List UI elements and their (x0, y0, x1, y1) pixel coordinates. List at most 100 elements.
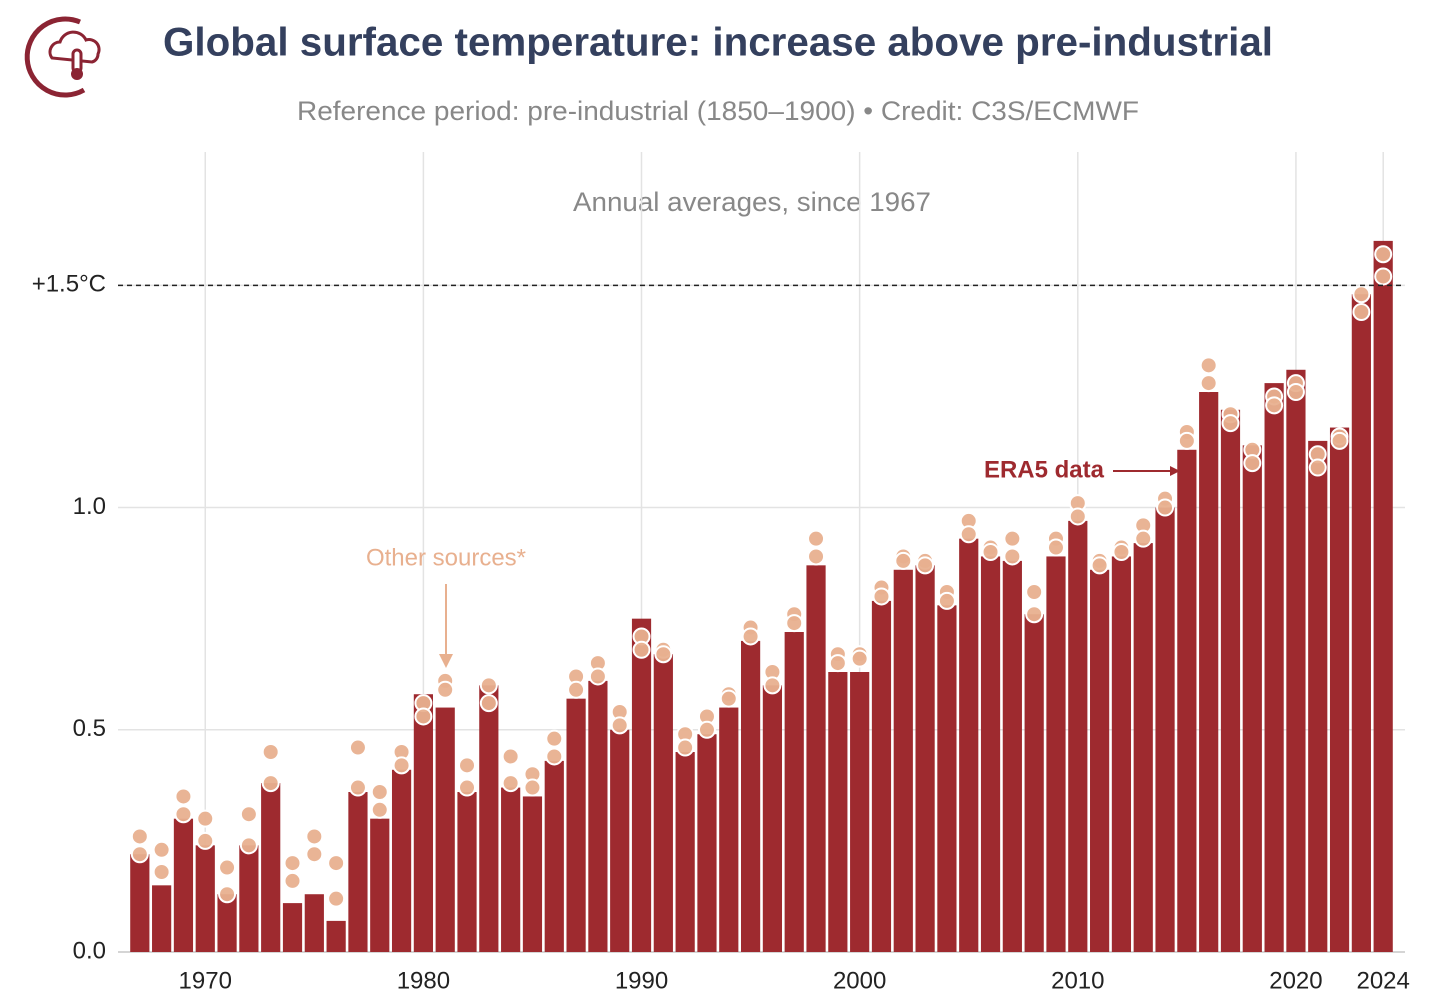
bar (1373, 240, 1393, 952)
x-tick-label: 2024 (1356, 967, 1409, 994)
bar (740, 640, 761, 952)
other-source-dot (828, 654, 847, 673)
bar (850, 672, 870, 952)
other-source-dot (807, 547, 826, 566)
bar (217, 894, 237, 952)
other-source-dot (632, 640, 651, 659)
other-source-dot (959, 525, 978, 544)
other-source-dot (697, 720, 716, 739)
bar (413, 694, 433, 952)
other-source-dot (196, 809, 215, 828)
bar (784, 632, 804, 952)
other-source-dot (218, 858, 237, 877)
other-source-dot (1003, 547, 1022, 566)
other-source-dot (1177, 431, 1196, 450)
other-source-dot (348, 738, 367, 757)
bar (980, 556, 1001, 952)
bar (762, 685, 783, 952)
other-source-dot (1068, 507, 1087, 526)
bar (304, 894, 324, 952)
bar (282, 903, 303, 952)
other-source-dot (436, 680, 455, 699)
other-source-dot (719, 689, 738, 708)
bar (457, 792, 477, 952)
other-source-dot (1134, 529, 1153, 548)
bar (370, 818, 390, 952)
bar (173, 818, 194, 952)
other-source-dot (327, 854, 346, 873)
other-source-dot (174, 787, 193, 806)
other-source-dot (567, 680, 586, 699)
other-source-dot (1025, 605, 1044, 624)
other-source-dot (348, 778, 367, 797)
bar (893, 569, 913, 952)
bar (1286, 369, 1306, 952)
other-source-dot (807, 529, 826, 548)
bar (501, 787, 521, 952)
other-source-dot (1374, 245, 1393, 264)
logo (24, 16, 101, 98)
other-source-dot (196, 831, 215, 850)
bar (479, 685, 499, 952)
other-source-dot (763, 676, 782, 695)
bar (719, 707, 739, 952)
other-source-dot (654, 645, 673, 664)
other-source-dot (479, 676, 498, 695)
other-source-dot (1046, 538, 1065, 557)
other-source-dot (501, 774, 520, 793)
note: Annual averages, since 1967 (573, 187, 931, 217)
bar (1111, 556, 1132, 952)
bar (1002, 560, 1022, 952)
other-source-dot (610, 716, 629, 735)
bar (1329, 427, 1350, 952)
other-sources-arrowhead (439, 654, 453, 668)
other-source-dot (523, 778, 542, 797)
other-source-dot (283, 854, 302, 873)
other-source-dot (327, 889, 346, 908)
bar (871, 600, 892, 952)
other-source-dot (239, 836, 258, 855)
bar (1264, 383, 1284, 953)
other-source-dot (1286, 383, 1305, 401)
y-tick-label: 0.0 (73, 937, 106, 964)
other-source-dot (588, 667, 607, 686)
other-source-dot (239, 805, 258, 824)
era5-annotation: ERA5 data (984, 456, 1105, 483)
bar (195, 845, 215, 952)
bar (261, 783, 281, 952)
other-source-dot (1090, 556, 1109, 575)
bar (1177, 449, 1197, 952)
other-source-dot (370, 800, 389, 819)
x-tick-label: 1980 (397, 967, 450, 994)
bar (828, 672, 848, 952)
other-source-dot (1199, 374, 1218, 393)
other-source-dot (130, 845, 149, 864)
era5-arrowhead (1170, 466, 1180, 476)
bar (1046, 556, 1066, 952)
bar (1351, 294, 1371, 952)
bar (522, 796, 543, 952)
other-source-dot (1243, 454, 1262, 473)
bar (435, 707, 455, 952)
bar (653, 654, 673, 952)
other-source-dot (850, 649, 869, 668)
other-source-dot (741, 627, 760, 646)
bar (1068, 520, 1088, 952)
other-source-dot (458, 756, 477, 775)
bar (1220, 409, 1241, 952)
bar (1199, 392, 1219, 952)
x-tick-label: 2010 (1051, 967, 1104, 994)
bar (1133, 543, 1153, 952)
y-tick-label: +1.5°C (32, 271, 106, 298)
bar (588, 680, 608, 952)
other-sources-annotation: Other sources* (366, 544, 526, 571)
other-source-dot (283, 871, 302, 890)
other-source-dot (1330, 431, 1349, 450)
other-source-dot (174, 805, 193, 824)
other-source-dot (1025, 583, 1044, 601)
other-source-dot (501, 747, 520, 766)
other-source-dot (1112, 543, 1131, 561)
other-source-dot (1374, 267, 1393, 286)
other-source-dot (894, 551, 913, 570)
bar (1155, 507, 1175, 952)
